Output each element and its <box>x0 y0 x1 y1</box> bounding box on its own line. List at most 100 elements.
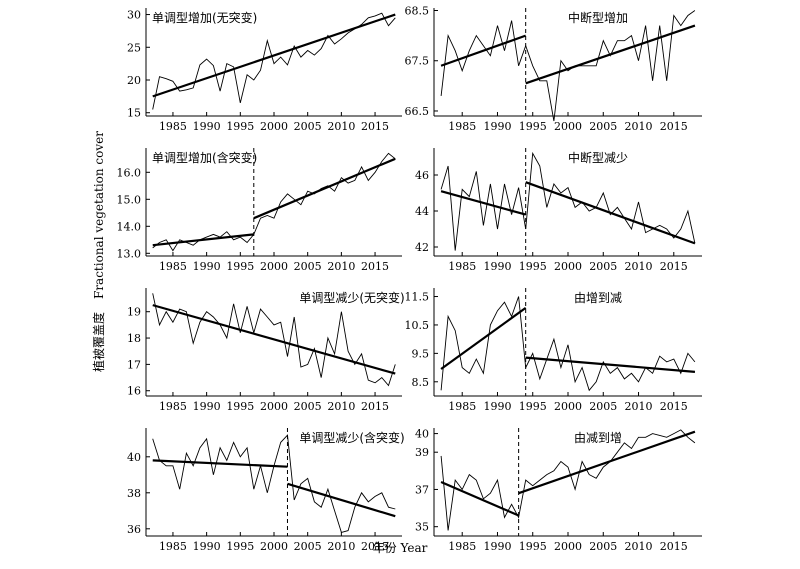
panel-7: 1985 1990 1995 2000 2005 2010 2015 36 38 40 单调型减少(… <box>127 428 405 553</box>
series-line <box>152 293 396 387</box>
x-tick-label: 1995 <box>519 260 547 273</box>
y-tick-label: 8.5 <box>412 376 430 389</box>
x-tick-label: 2010 <box>625 120 653 133</box>
x-tick-label: 2000 <box>554 120 582 133</box>
trend-line <box>518 430 696 495</box>
x-tick-label: 2005 <box>294 120 322 133</box>
x-tick-label: 2010 <box>625 540 653 553</box>
panel-4: 1985 1990 1995 2000 2005 2010 2015 42 44 46 中断型减少 <box>415 148 702 273</box>
x-tick-label: 1995 <box>226 260 254 273</box>
y-tick-label: 46 <box>415 169 429 182</box>
x-tick-label: 1985 <box>448 540 476 553</box>
y-tick-label: 15.0 <box>117 193 142 206</box>
x-tick-label: 2005 <box>294 260 322 273</box>
y-tick-label: 40 <box>127 451 141 464</box>
series-line <box>152 152 396 252</box>
series-line <box>440 296 696 392</box>
x-tick-label: 2005 <box>589 260 617 273</box>
series-line <box>152 434 396 533</box>
y-tick-label: 15 <box>127 107 141 120</box>
y-tick-label: 9.5 <box>412 347 430 360</box>
trend-line <box>152 233 254 247</box>
panel-2: 1985 1990 1995 2000 2005 2010 2015 66.5 67.5 68.5… <box>405 5 702 133</box>
trend-line <box>152 13 396 98</box>
x-tick-label: 1990 <box>483 540 511 553</box>
trend-line <box>525 356 696 373</box>
x-tick-label: 2000 <box>260 400 288 413</box>
panel-title: 中断型减少 <box>568 150 628 165</box>
x-tick-label: 2005 <box>589 120 617 133</box>
x-tick-label: 2015 <box>660 400 688 413</box>
y-tick-label: 68.5 <box>405 5 430 18</box>
x-tick-label: 1995 <box>519 540 547 553</box>
y-tick-label: 67.5 <box>405 55 430 68</box>
x-tick-label: 1985 <box>159 260 187 273</box>
panel-title: 单调型减少(无突变) <box>299 290 404 305</box>
panels-group: 1985 1990 1995 2000 2005 2010 2015 15 20 25 30 单调型增… <box>117 5 702 553</box>
y-tick-label: 42 <box>415 241 429 254</box>
panel-6: 1985 1990 1995 2000 2005 2010 2015 8.5 9.5 10.5 11… <box>405 288 702 413</box>
y-tick-label: 25 <box>127 41 141 54</box>
trend-line <box>440 307 527 370</box>
panel-1: 1985 1990 1995 2000 2005 2010 2015 15 20 25 30 单调型增… <box>127 8 402 133</box>
y-tick-label: 13.0 <box>117 247 142 260</box>
x-tick-label: 2000 <box>260 120 288 133</box>
y-tick-label: 16.0 <box>117 166 142 179</box>
trend-line <box>440 480 520 517</box>
x-axis-title: 年份 Year <box>373 541 428 555</box>
x-tick-label: 1995 <box>226 540 254 553</box>
y-tick-label: 14.0 <box>117 220 142 233</box>
x-tick-label: 1990 <box>483 260 511 273</box>
x-tick-label: 2010 <box>327 120 355 133</box>
x-tick-label: 2010 <box>625 400 653 413</box>
y-tick-label: 38 <box>127 487 141 500</box>
x-tick-label: 1990 <box>193 400 221 413</box>
x-tick-label: 1985 <box>448 120 476 133</box>
x-tick-label: 2015 <box>361 540 389 553</box>
x-tick-label: 1985 <box>159 400 187 413</box>
x-tick-label: 1995 <box>519 400 547 413</box>
x-tick-label: 2000 <box>554 260 582 273</box>
trend-line <box>287 482 396 518</box>
x-tick-label: 1990 <box>483 400 511 413</box>
trend-line <box>253 157 396 220</box>
x-tick-label: 2015 <box>660 120 688 133</box>
x-tick-label: 1995 <box>519 120 547 133</box>
x-tick-label: 1995 <box>226 400 254 413</box>
panel-3: 1985 1990 1995 2000 2005 2010 2015 13.0 14.0 15.0… <box>117 148 402 273</box>
x-tick-label: 2010 <box>625 260 653 273</box>
series-line <box>440 429 696 531</box>
x-tick-label: 2005 <box>294 400 322 413</box>
x-tick-label: 2000 <box>554 540 582 553</box>
x-tick-label: 2015 <box>660 260 688 273</box>
x-tick-label: 1990 <box>193 540 221 553</box>
x-tick-label: 1985 <box>448 260 476 273</box>
x-tick-label: 2000 <box>260 540 288 553</box>
y-tick-label: 37 <box>415 483 429 496</box>
panel-5: 1985 1990 1995 2000 2005 2010 2015 16 17 18 19 单调型减… <box>127 288 405 413</box>
trend-line <box>152 459 288 468</box>
y-tick-label: 39 <box>415 446 429 459</box>
x-tick-label: 2000 <box>260 260 288 273</box>
y-tick-label: 40 <box>415 428 429 441</box>
x-tick-label: 2000 <box>554 400 582 413</box>
trend-line <box>440 34 527 67</box>
x-tick-label: 1985 <box>159 120 187 133</box>
panel-title: 单调型增加(无突变) <box>152 10 257 25</box>
y-tick-label: 44 <box>415 205 429 218</box>
x-tick-label: 2015 <box>361 120 389 133</box>
x-tick-label: 2005 <box>589 400 617 413</box>
x-tick-label: 2015 <box>660 540 688 553</box>
x-tick-label: 2015 <box>361 400 389 413</box>
x-tick-label: 2010 <box>327 260 355 273</box>
trend-line <box>525 181 696 245</box>
panel-title: 单调型增加(含突变) <box>152 150 257 165</box>
y-tick-label: 30 <box>127 9 141 22</box>
panel-title: 由增到减 <box>574 291 622 305</box>
panel-title: 单调型减少(含突变) <box>299 430 404 445</box>
trend-line <box>440 190 526 216</box>
panel-title: 中断型增加 <box>568 10 628 25</box>
y-tick-label: 36 <box>127 523 141 536</box>
y-tick-label: 18 <box>127 332 141 345</box>
